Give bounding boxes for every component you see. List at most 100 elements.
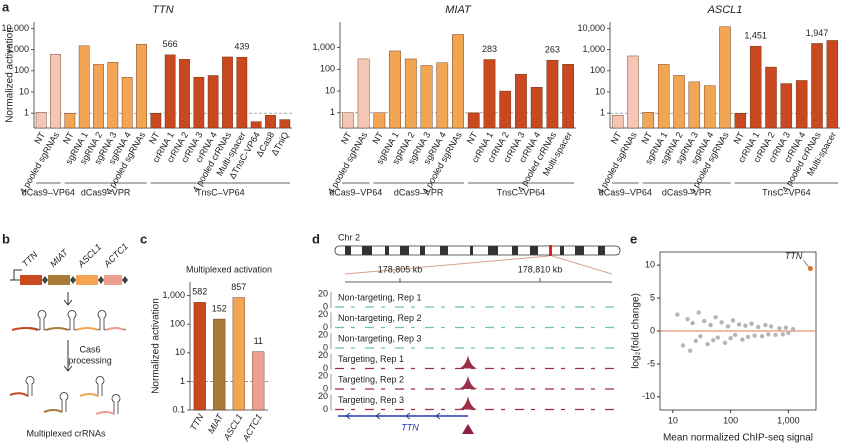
track-min-label: 0 [323, 342, 328, 352]
x-tick-label: NT [609, 130, 624, 146]
point [759, 334, 765, 339]
spacer [9, 392, 29, 397]
bar [811, 43, 823, 129]
y-axis-label: log₂(fold change) [631, 293, 642, 369]
point [786, 330, 791, 336]
track-min-label: 0 [323, 363, 328, 373]
bar [179, 59, 190, 129]
track-label: Non-targeting, Rep 3 [338, 333, 422, 343]
track-max-label: 20 [318, 329, 328, 339]
point [719, 320, 724, 325]
bar [373, 112, 386, 129]
group-label: TnsC–VP64 [497, 187, 546, 197]
track-min-label: 0 [323, 404, 328, 414]
y-tick-label: 100 [170, 319, 185, 329]
value-label: 1,947 [806, 28, 829, 38]
x-tick-label: TTN [188, 412, 206, 433]
point [780, 332, 786, 337]
y-tick-label: 10 [19, 86, 29, 96]
point [763, 322, 768, 328]
value-label: 566 [163, 39, 178, 49]
ideogram-band [345, 246, 605, 255]
spacer [43, 409, 63, 413]
bar [193, 76, 205, 129]
point [756, 324, 761, 330]
x-tick-label: MIAT [206, 411, 226, 435]
bar [499, 90, 512, 129]
bar [642, 112, 655, 129]
track-max-label: 20 [318, 350, 328, 360]
group-label: TnsC–VP64 [196, 187, 245, 197]
bar [562, 64, 574, 129]
panel-label: b [2, 231, 10, 246]
point [688, 348, 693, 353]
chart-title: MIAT [445, 4, 472, 16]
genome-browser: Chr 2 178,805 kb 178,810 kb 200Non-targe… [318, 232, 621, 434]
bar [136, 43, 147, 129]
bar [703, 85, 716, 129]
y-tick-label: 10 [645, 260, 655, 270]
y-axis-label: Normalized activation [5, 27, 16, 123]
point [698, 334, 703, 339]
value-label: 1,451 [744, 31, 767, 41]
track-min-label: 0 [323, 301, 328, 311]
point [713, 314, 718, 320]
bar [389, 50, 401, 129]
bar [546, 59, 559, 129]
y-tick-label: 5 [650, 292, 655, 302]
gene-label: MIAT [48, 246, 71, 269]
bar [734, 112, 747, 129]
panel-label: a [2, 0, 10, 14]
bar [207, 75, 219, 129]
crrna-array [11, 310, 127, 331]
point [777, 326, 782, 331]
bar [193, 302, 206, 411]
group-label: dCas9–VPR [81, 187, 131, 197]
highlight-point [807, 265, 813, 271]
group-label: TnsC–VP64 [762, 187, 811, 197]
bar [93, 64, 104, 129]
y-tick-label: 1 [600, 108, 605, 118]
locus-marker [549, 245, 552, 256]
bar [420, 65, 433, 129]
track-peak [458, 376, 478, 389]
group-label: dCas9–VP64 [22, 187, 75, 197]
point [685, 316, 690, 322]
y-tick-label: 1,000 [162, 290, 185, 300]
step-label: Cas6 [79, 344, 100, 354]
y-tick-label: 10,000 [1, 23, 29, 33]
value-label: 582 [192, 287, 207, 297]
bar [78, 45, 90, 129]
gene-box [48, 275, 70, 285]
point [736, 322, 742, 327]
x-tick-label: NT [465, 130, 480, 146]
bar [611, 115, 624, 129]
point [740, 337, 745, 342]
gene-label: TTN [20, 249, 40, 269]
y-tick-label: 1 [330, 107, 335, 117]
point [725, 324, 731, 329]
target-site [462, 424, 474, 434]
crrna [9, 376, 121, 415]
track-label: Targeting, Rep 3 [338, 395, 404, 405]
x-tick-label: NT [639, 130, 654, 146]
chart-title: ASCL1 [707, 4, 743, 16]
bar [107, 62, 119, 129]
point [743, 323, 748, 328]
y-tick-label: 10 [595, 86, 605, 96]
point [696, 310, 701, 315]
bar [673, 75, 685, 129]
spacer [45, 327, 69, 331]
gene-box [104, 275, 122, 285]
bar [213, 318, 226, 411]
track-min-label: 0 [323, 322, 328, 332]
bar [164, 54, 176, 129]
bar [342, 112, 354, 129]
point [745, 334, 751, 340]
point [783, 325, 788, 330]
bar [530, 87, 543, 129]
track-peak [458, 396, 478, 410]
bar [765, 66, 777, 129]
bar [150, 112, 162, 129]
